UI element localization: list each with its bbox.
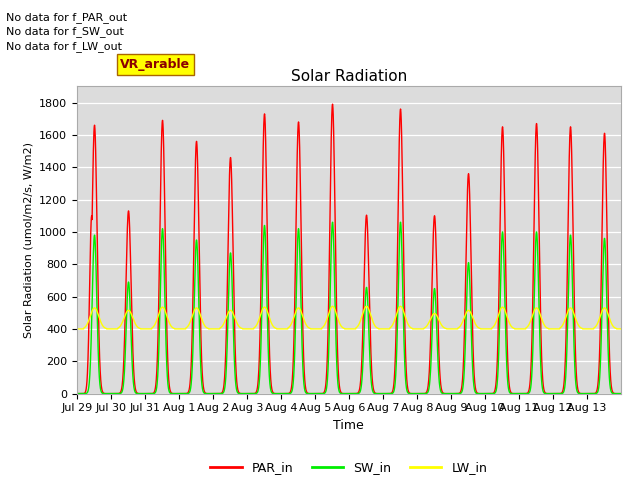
- PAR_in: [491, 388, 499, 394]
- LW_in: [73, 326, 81, 332]
- Legend: PAR_in, SW_in, LW_in: PAR_in, SW_in, LW_in: [205, 456, 492, 480]
- SW_in: [73, 391, 81, 396]
- PAR_in: [425, 376, 433, 382]
- SW_in: [166, 390, 174, 396]
- SW_in: [499, 230, 507, 236]
- Text: No data for f_SW_out: No data for f_SW_out: [6, 26, 124, 37]
- LW_in: [329, 303, 337, 309]
- PAR_in: [73, 391, 81, 396]
- LW_in: [617, 326, 625, 332]
- PAR_in: [617, 391, 625, 396]
- LW_in: [475, 325, 483, 331]
- X-axis label: Time: Time: [333, 419, 364, 432]
- LW_in: [499, 304, 507, 310]
- SW_in: [329, 219, 337, 225]
- SW_in: [475, 391, 483, 396]
- SW_in: [425, 387, 433, 393]
- Text: No data for f_PAR_out: No data for f_PAR_out: [6, 12, 127, 23]
- Line: SW_in: SW_in: [77, 222, 621, 394]
- PAR_in: [167, 389, 175, 395]
- Title: Solar Radiation: Solar Radiation: [291, 69, 407, 84]
- PAR_in: [475, 391, 483, 396]
- SW_in: [491, 390, 499, 396]
- SW_in: [436, 383, 444, 388]
- Y-axis label: Solar Radiation (umol/m2/s, W/m2): Solar Radiation (umol/m2/s, W/m2): [24, 142, 33, 338]
- LW_in: [491, 322, 499, 328]
- PAR_in: [107, 391, 115, 396]
- SW_in: [617, 391, 625, 396]
- LW_in: [166, 322, 174, 328]
- Text: No data for f_LW_out: No data for f_LW_out: [6, 41, 122, 52]
- Text: VR_arable: VR_arable: [120, 58, 191, 71]
- PAR_in: [499, 128, 507, 133]
- Line: LW_in: LW_in: [77, 306, 621, 329]
- Line: PAR_in: PAR_in: [77, 104, 621, 394]
- LW_in: [425, 320, 433, 326]
- LW_in: [436, 319, 444, 324]
- PAR_in: [436, 369, 444, 375]
- PAR_in: [329, 101, 337, 107]
